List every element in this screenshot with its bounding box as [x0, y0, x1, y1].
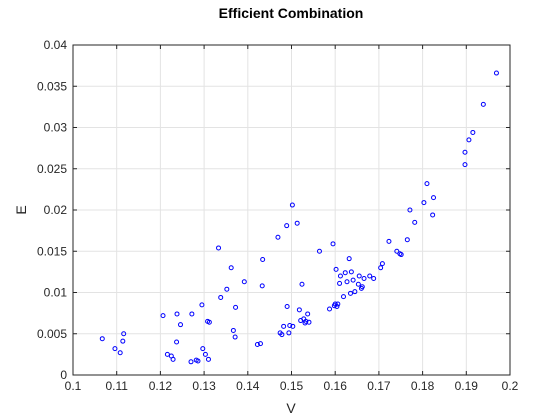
x-tick-label: 0.1	[65, 379, 82, 393]
x-tick-label: 0.15	[280, 379, 304, 393]
y-tick-label: 0.01	[44, 286, 68, 300]
y-tick-label: 0.005	[37, 327, 67, 341]
x-tick-label: 0.12	[149, 379, 173, 393]
x-tick-label: 0.19	[455, 379, 479, 393]
x-tick-label: 0.13	[192, 379, 216, 393]
y-tick-label: 0.025	[37, 162, 67, 176]
chart-title: Efficient Combination	[219, 5, 364, 21]
y-tick-label: 0.015	[37, 244, 67, 258]
y-tick-label: 0.03	[44, 121, 68, 135]
y-tick-label: 0.02	[44, 203, 68, 217]
x-tick-label: 0.11	[105, 379, 128, 393]
y-tick-label: 0.035	[37, 79, 67, 93]
x-axis-label: V	[286, 400, 296, 416]
y-tick-label: 0.04	[44, 38, 68, 52]
x-tick-label: 0.2	[502, 379, 519, 393]
x-tick-label: 0.14	[236, 379, 260, 393]
y-tick-label: 0	[60, 368, 67, 382]
x-tick-label: 0.17	[367, 379, 391, 393]
y-axis-label: E	[13, 205, 29, 214]
x-tick-label: 0.18	[411, 379, 435, 393]
x-tick-label: 0.16	[324, 379, 348, 393]
